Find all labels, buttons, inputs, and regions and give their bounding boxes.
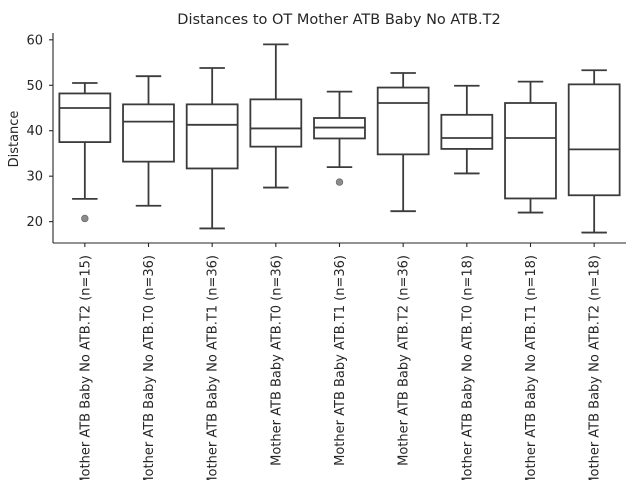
x-tick-label: Mother ATB Baby No ATB.T1 (n=18) <box>524 255 539 480</box>
box-group <box>249 43 303 189</box>
y-axis-label: Distance <box>7 111 22 168</box>
y-tick-label: 50 <box>26 79 43 94</box>
box-group <box>185 67 239 230</box>
outlier-point <box>335 178 344 186</box>
x-tick-label: Mother ATB Baby ATB.T1 (n=36) <box>333 255 348 466</box>
box-iqr <box>440 113 494 150</box>
y-tick-label: 30 <box>26 170 43 185</box>
box-iqr <box>376 86 430 156</box>
box-group <box>58 82 112 223</box>
box-iqr <box>249 98 303 148</box>
x-tick-label: Mother ATB Baby No ATB.T1 (n=36) <box>206 255 221 480</box>
y-tick-label: 20 <box>26 215 43 230</box>
x-tick-label: Mother ATB Baby No ATB.T2 (n=15) <box>78 255 93 480</box>
chart-title: Distances to OT Mother ATB Baby No ATB.T… <box>177 12 500 28</box>
box-group <box>122 75 175 207</box>
x-tick-label: Mother ATB Baby No ATB.T0 (n=18) <box>460 255 475 480</box>
box-iqr <box>58 92 112 143</box>
x-tick-label: Mother ATB Baby ATB.T2 (n=36) <box>397 255 412 466</box>
box-iqr <box>122 103 175 163</box>
box-iqr <box>567 83 621 197</box>
x-tick-label: Mother ATB Baby No ATB.T0 (n=36) <box>142 255 157 480</box>
plot-area: 20 30 40 50 60 Mother ATB Baby No ATB.T2 (n=1… <box>26 33 621 480</box>
x-tick-label: Mother ATB Baby No ATB.T2 (n=18) <box>588 255 603 480</box>
x-tick-label: Mother ATB Baby ATB.T0 (n=36) <box>269 255 284 466</box>
box-group <box>567 69 621 234</box>
box-iqr <box>185 103 239 170</box>
y-tick-label: 60 <box>26 33 43 48</box>
box-group <box>504 80 557 214</box>
box-group <box>313 90 366 186</box>
box-group <box>440 84 494 175</box>
outlier-point <box>81 214 89 223</box>
box-group <box>376 72 430 213</box>
box-iqr <box>504 102 557 200</box>
y-tick-label: 40 <box>26 124 43 139</box>
